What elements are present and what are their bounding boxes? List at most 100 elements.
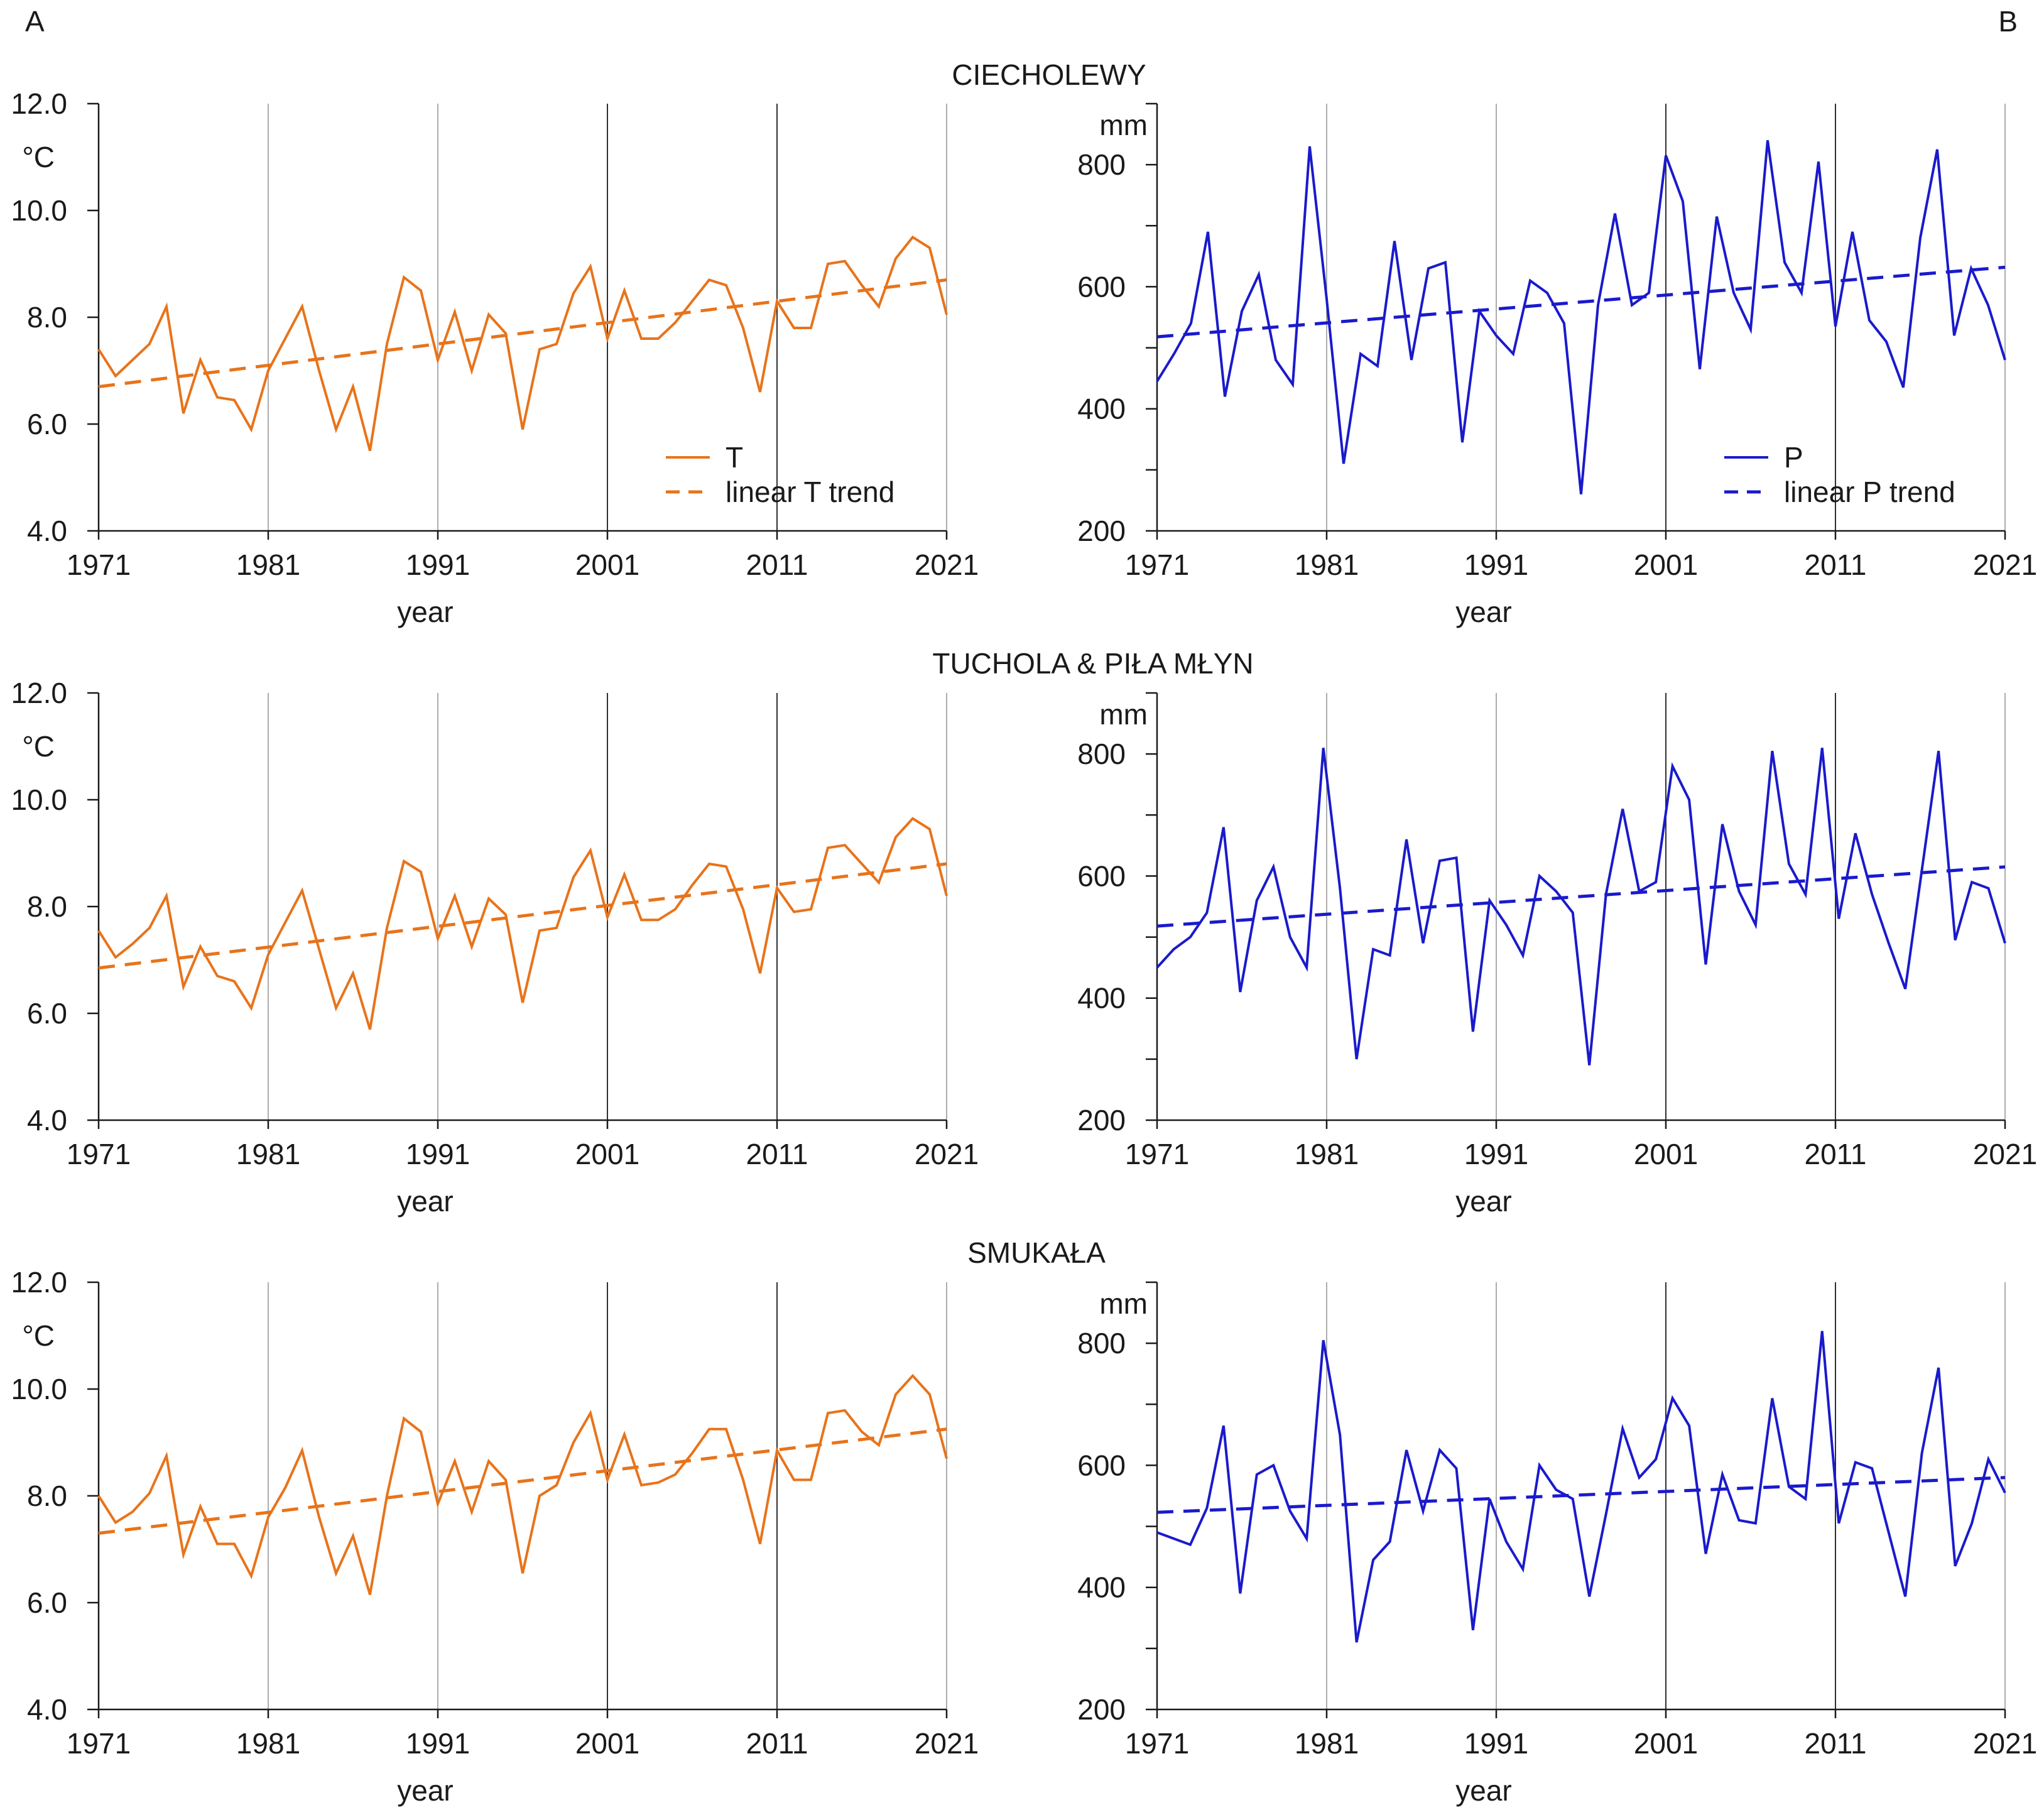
trend-line [1156,1476,2006,1514]
x-tick-label: 2001 [1634,1727,1698,1760]
y-tick-label: 10.0 [11,194,67,227]
y-tick-label: 400 [1077,982,1126,1015]
y-axis-unit: mm [1099,109,1148,141]
y-tick-label: 4.0 [27,1104,67,1136]
x-tick-label: 1971 [1125,1727,1189,1760]
y-tick-label: 12.0 [11,1266,67,1299]
panel-letter-a: A [25,5,45,38]
y-tick-label: 10.0 [11,783,67,816]
x-tick-label: 1981 [236,1138,300,1170]
y-tick-label: 800 [1077,738,1126,770]
x-axis-label: year [1455,1774,1511,1807]
x-tick-label: 2001 [575,1138,639,1170]
x-tick-label: 2011 [746,1138,808,1170]
chart-ciecholewy-temperature: 4.0 6.0 8.0 10.0 12.0 °C 1971 1981 1991 2001 2011 2… [11,87,979,628]
x-tick-label: 1981 [1295,548,1359,581]
x-tick-label: 2021 [1973,1138,2037,1170]
y-axis-unit: °C [22,141,55,173]
station-title-tuchola: TUCHOLA & PIŁA MŁYN [932,647,1253,680]
chart-smukala-precipitation: 200 400 600 800 mm 1971 1981 1991 2001 2011 2021 ye… [1077,1281,2037,1807]
x-tick-label: 2011 [1805,548,1867,581]
x-tick-label: 1971 [1125,548,1189,581]
x-tick-label: 2021 [915,1727,979,1760]
x-tick-label: 1991 [406,1138,470,1170]
data-series-P [1156,1331,2006,1643]
x-tick-label: 2011 [746,548,808,581]
y-axis-unit: mm [1099,1287,1148,1320]
x-tick-label: 2001 [1634,1138,1698,1170]
x-axis-label: year [397,1774,453,1807]
data-series-T [97,1373,948,1595]
station-title-smukala: SMUKAŁA [967,1236,1106,1269]
y-tick-label: 600 [1077,1449,1126,1481]
x-tick-label: 1981 [1295,1727,1359,1760]
y-tick-label: 800 [1077,1327,1126,1360]
data-series-T [97,235,948,452]
x-tick-label: 1991 [1464,548,1528,581]
x-axis-label: year [1455,1185,1511,1218]
x-tick-label: 2011 [746,1727,808,1760]
y-tick-label: 600 [1077,859,1126,892]
y-tick-label: 400 [1077,393,1126,425]
y-tick-label: 600 [1077,270,1126,303]
x-tick-label: 2011 [1805,1138,1867,1170]
data-series-T [97,817,948,1030]
x-tick-label: 2001 [575,548,639,581]
data-series-P [1156,140,2006,494]
y-tick-label: 6.0 [27,1586,67,1619]
y-tick-label: 12.0 [11,87,67,120]
legend-trend-label: linear T trend [726,476,894,508]
x-tick-label: 2011 [1805,1727,1867,1760]
y-tick-label: 400 [1077,1571,1126,1604]
y-tick-label: 8.0 [27,890,67,923]
y-tick-label: 200 [1077,515,1126,547]
y-tick-label: 6.0 [27,408,67,440]
y-tick-label: 12.0 [11,677,67,709]
x-axis-label: year [1455,596,1511,628]
x-axis-label: year [397,596,453,628]
y-tick-label: 6.0 [27,997,67,1030]
y-axis-unit: °C [22,1319,55,1352]
x-tick-label: 2021 [1973,548,2037,581]
x-tick-label: 1991 [1464,1138,1528,1170]
legend-series-label: T [726,441,743,474]
x-tick-label: 1991 [406,548,470,581]
chart-tuchola-temperature: 4.0 6.0 8.0 10.0 12.0 °C 1971 1981 1991 2001 2011 2… [11,677,979,1218]
y-tick-label: 4.0 [27,515,67,547]
trend-line [98,862,947,970]
legend-series-label: P [1784,441,1803,474]
x-tick-label: 1981 [1295,1138,1359,1170]
y-tick-label: 200 [1077,1693,1126,1726]
y-tick-label: 200 [1077,1104,1126,1136]
x-tick-label: 1971 [67,1138,131,1170]
y-tick-label: 4.0 [27,1693,67,1726]
y-axis-unit: °C [22,730,55,763]
y-tick-label: 8.0 [27,301,67,334]
trend-line [1156,265,2006,339]
station-title-ciecholewy: CIECHOLEWY [952,58,1146,91]
y-tick-label: 800 [1077,148,1126,181]
trend-line [98,1427,947,1535]
chart-tuchola-precipitation: 200 400 600 800 mm 1971 1981 1991 2001 2011 2021 ye… [1077,692,2037,1218]
y-axis-unit: mm [1099,698,1148,731]
x-tick-label: 1981 [236,1727,300,1760]
x-tick-label: 2021 [915,548,979,581]
x-tick-label: 2021 [1973,1727,2037,1760]
x-tick-label: 1971 [1125,1138,1189,1170]
panel-letter-b: B [1998,5,2018,38]
x-tick-label: 1981 [236,548,300,581]
x-axis-label: year [397,1185,453,1218]
x-tick-label: 1991 [406,1727,470,1760]
y-tick-label: 10.0 [11,1373,67,1405]
x-tick-label: 1971 [67,548,131,581]
trend-line [98,278,947,388]
x-tick-label: 2001 [1634,548,1698,581]
chart-ciecholewy-precipitation: 200 400 600 800 mm 1971 1981 1991 2001 2011 2021 ye… [1077,102,2037,628]
data-series-P [1156,748,2006,1066]
x-tick-label: 2001 [575,1727,639,1760]
x-tick-label: 2021 [915,1138,979,1170]
x-tick-label: 1991 [1464,1727,1528,1760]
legend-trend-label: linear P trend [1784,476,1955,508]
x-tick-label: 1971 [67,1727,131,1760]
